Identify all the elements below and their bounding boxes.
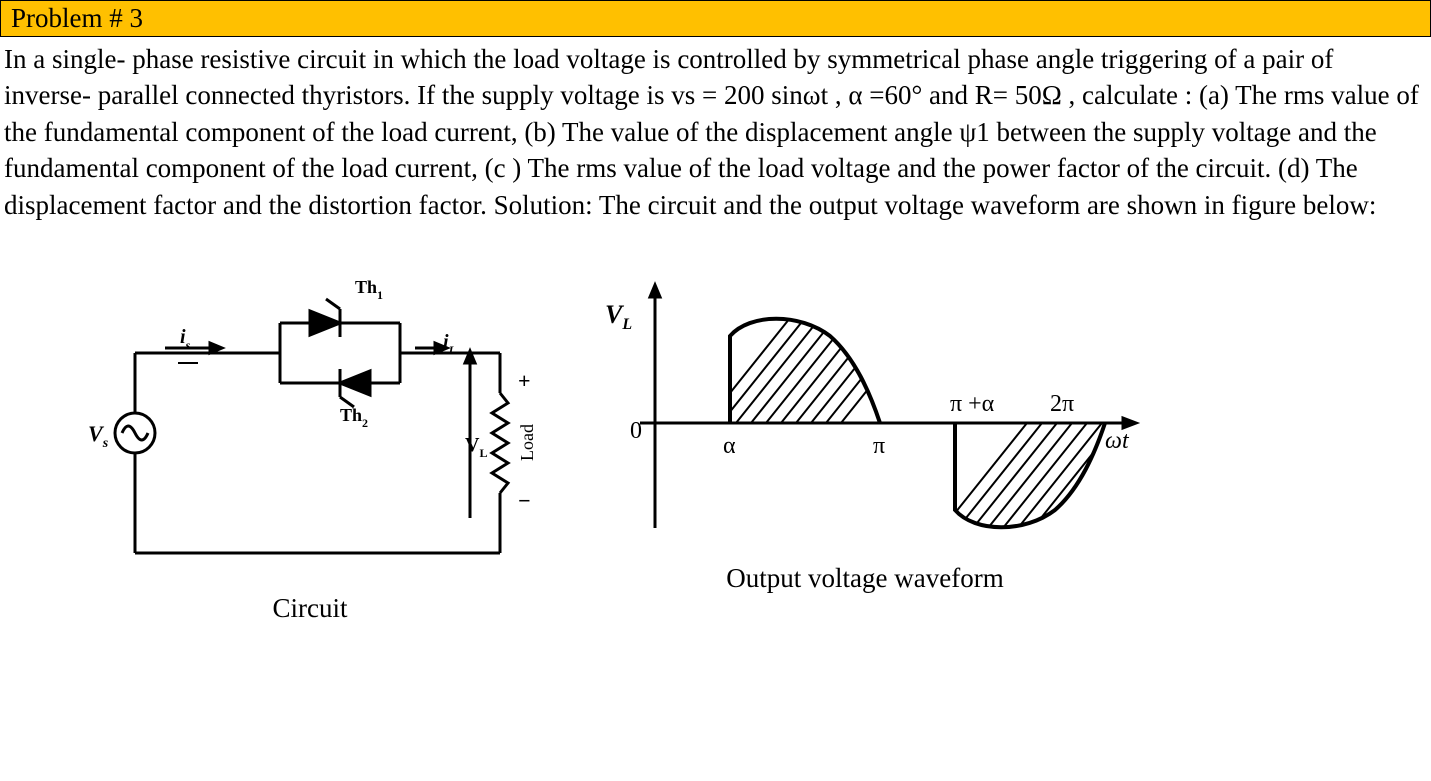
pi-tick: π [873,433,885,459]
waveform-caption: Output voltage waveform [726,563,1003,594]
load-label: Load [517,424,537,461]
th2-label: Th2 [340,405,368,430]
output-waveform: VL 0 α π π +α 2π ωt [580,263,1150,543]
circuit-caption: Circuit [273,593,348,624]
thyristor-th1-icon [310,299,370,337]
circuit-diagram-wrapper: Vs Th1 Th2 is iL VL + − Load Circuit [70,263,550,624]
header-title: Problem # 3 [11,3,143,33]
vs-label: Vs [88,421,109,451]
load-resistor-icon [492,393,508,493]
sine-icon [122,426,148,440]
problem-text-content: In a single- phase resistive circuit in … [4,44,1419,220]
pi-plus-alpha-tick: π +α [950,391,995,417]
x-axis-arrow-icon [1123,418,1136,428]
figure-area: Vs Th1 Th2 is iL VL + − Load Circuit [0,223,1431,624]
y-axis-arrow-icon [650,285,660,297]
positive-lobe [730,319,880,423]
two-pi-tick: 2π [1050,391,1074,417]
thyristor-th2-icon [310,369,370,407]
origin-label: 0 [630,418,642,444]
vl-label: VL [465,434,487,460]
vl-axis-label: VL [605,300,632,333]
omega-t-label: ωt [1105,428,1130,454]
problem-header: Problem # 3 [0,0,1431,37]
minus-label: − [518,488,531,513]
th1-label: Th1 [355,277,383,302]
circuit-diagram: Vs Th1 Th2 is iL VL + − Load [70,263,550,573]
alpha-tick: α [723,433,736,459]
problem-statement: In a single- phase resistive circuit in … [0,37,1431,223]
plus-label: + [518,368,531,393]
waveform-wrapper: VL 0 α π π +α 2π ωt Output voltage wavef… [580,263,1150,594]
